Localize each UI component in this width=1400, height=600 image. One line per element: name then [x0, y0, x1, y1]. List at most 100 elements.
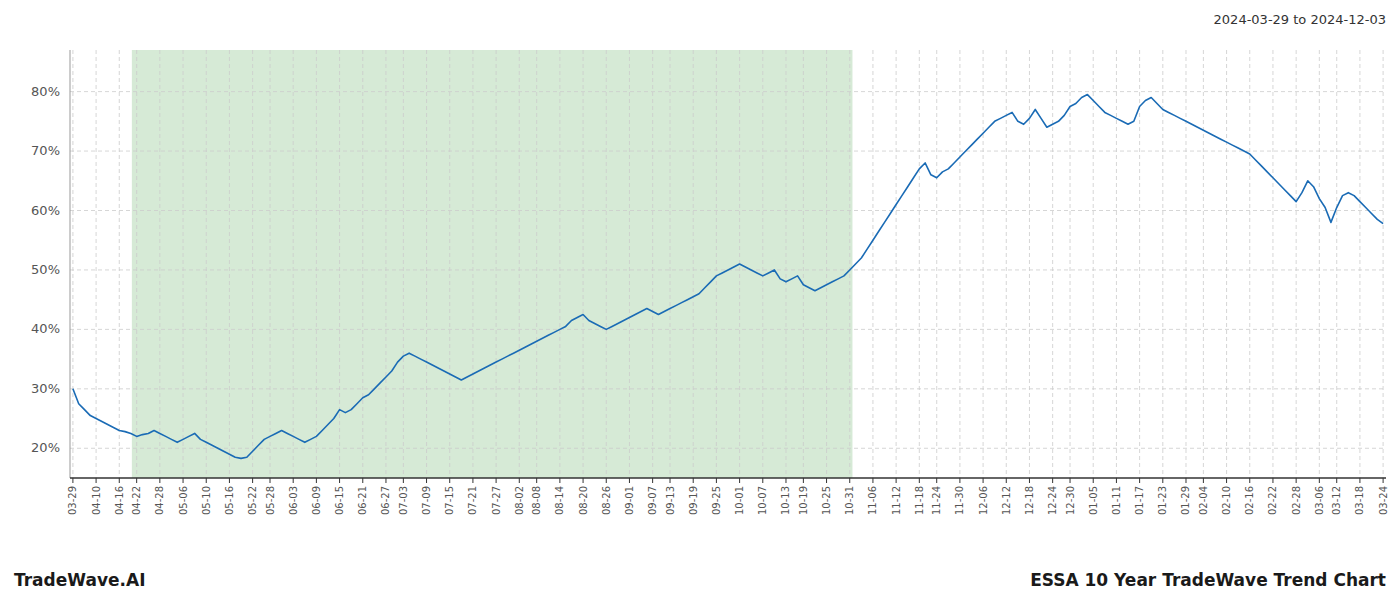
x-tick-label: 11-06 — [867, 486, 878, 515]
x-tick-label: 02-16 — [1244, 486, 1255, 515]
x-tick-label: 10-31 — [844, 486, 855, 515]
x-tick-label: 04-10 — [91, 486, 102, 515]
x-grid-line — [959, 50, 960, 478]
x-grid-line — [849, 50, 850, 478]
x-tick-label: 03-24 — [1378, 486, 1389, 515]
x-grid-line — [159, 50, 160, 478]
x-grid-line — [496, 50, 497, 478]
subtitle: 2024-03-29 to 2024-12-03 — [1214, 12, 1386, 27]
x-tick-label: 08-20 — [578, 486, 589, 515]
title: ESSA 10 Year TradeWave Trend Chart — [1030, 570, 1386, 590]
y-tick-label: 30% — [31, 381, 60, 396]
x-tick-label: 10-25 — [821, 486, 832, 515]
x-grid-line — [1006, 50, 1007, 478]
x-grid-line — [1029, 50, 1030, 478]
x-grid-line — [252, 50, 253, 478]
x-grid-line — [1359, 50, 1360, 478]
x-tick-label: 12-06 — [978, 486, 989, 515]
x-tick-label: 09-07 — [647, 486, 658, 515]
y-grid-line — [70, 151, 1386, 152]
x-grid-line — [583, 50, 584, 478]
x-grid-line — [270, 50, 271, 478]
x-grid-line — [519, 50, 520, 478]
x-tick-label: 04-22 — [131, 486, 142, 515]
x-grid-line — [426, 50, 427, 478]
y-axis: 20%30%40%50%60%70%80% — [31, 50, 70, 478]
shade-group — [132, 50, 853, 478]
x-tick-label: 10-07 — [757, 486, 768, 515]
x-grid-line — [1272, 50, 1273, 478]
x-grid-line — [693, 50, 694, 478]
x-grid-line — [403, 50, 404, 478]
y-tick-label: 60% — [31, 203, 60, 218]
x-tick-label: 07-15 — [444, 486, 455, 515]
chart: 20%30%40%50%60%70%80%03-2904-1004-1604-2… — [0, 0, 1400, 600]
x-tick-label: 11-18 — [914, 486, 925, 515]
x-tick-label: 09-13 — [665, 486, 676, 515]
x-tick-label: 12-30 — [1065, 486, 1076, 515]
x-grid-line — [1249, 50, 1250, 478]
x-grid-line — [559, 50, 560, 478]
x-grid-line — [1383, 50, 1384, 478]
x-grid-line — [606, 50, 607, 478]
x-grid-line — [919, 50, 920, 478]
x-axis: 03-2904-1004-1604-2204-2805-0605-1005-16… — [67, 478, 1388, 515]
x-grid-line — [1093, 50, 1094, 478]
x-grid-line — [385, 50, 386, 478]
y-grid-line — [70, 91, 1386, 92]
x-grid-line — [362, 50, 363, 478]
trend-line — [73, 95, 1383, 459]
x-tick-label: 08-02 — [514, 486, 525, 515]
x-grid-line — [72, 50, 73, 478]
x-tick-label: 03-12 — [1331, 486, 1342, 515]
x-tick-label: 01-05 — [1088, 486, 1099, 515]
x-grid-line — [803, 50, 804, 478]
x-tick-label: 03-18 — [1354, 486, 1365, 515]
x-tick-label: 06-09 — [311, 486, 322, 515]
x-tick-label: 03-29 — [67, 486, 78, 515]
x-tick-label: 05-16 — [224, 486, 235, 515]
x-tick-label: 11-30 — [954, 486, 965, 515]
y-grid-line — [70, 210, 1386, 211]
x-tick-label: 10-19 — [798, 486, 809, 515]
x-grid-line — [670, 50, 671, 478]
x-grid-line — [936, 50, 937, 478]
x-grid-line — [896, 50, 897, 478]
x-grid-line — [716, 50, 717, 478]
x-tick-label: 01-23 — [1157, 486, 1168, 515]
x-tick-label: 12-24 — [1047, 486, 1058, 515]
y-tick-label: 50% — [31, 262, 60, 277]
y-grid-line — [70, 388, 1386, 389]
annotation: TradeWave.AI — [14, 570, 145, 590]
x-tick-label: 07-21 — [467, 486, 478, 515]
shaded-region — [132, 50, 853, 478]
x-grid-line — [1336, 50, 1337, 478]
x-tick-label: 02-10 — [1221, 486, 1232, 515]
y-grid-line — [70, 448, 1386, 449]
x-grid-line — [293, 50, 294, 478]
x-grid-line — [229, 50, 230, 478]
x-tick-label: 03-06 — [1314, 486, 1325, 515]
x-tick-label: 01-29 — [1180, 486, 1191, 515]
x-tick-label: 08-14 — [554, 486, 565, 515]
x-grid-line — [536, 50, 537, 478]
x-grid-line — [1319, 50, 1320, 478]
x-grid-line — [983, 50, 984, 478]
x-grid-line — [1226, 50, 1227, 478]
x-tick-label: 12-12 — [1001, 486, 1012, 515]
x-tick-label: 10-01 — [734, 486, 745, 515]
x-tick-label: 04-16 — [114, 486, 125, 515]
x-tick-label: 11-24 — [931, 486, 942, 515]
x-tick-label: 07-09 — [421, 486, 432, 515]
x-tick-label: 07-03 — [398, 486, 409, 515]
x-tick-label: 01-17 — [1134, 486, 1145, 515]
x-grid-line — [872, 50, 873, 478]
x-grid-line — [762, 50, 763, 478]
x-tick-label: 09-25 — [711, 486, 722, 515]
x-tick-label: 11-12 — [891, 486, 902, 515]
x-tick-label: 06-15 — [334, 486, 345, 515]
x-tick-label: 12-18 — [1024, 486, 1035, 515]
x-grid-line — [629, 50, 630, 478]
x-grid-line — [183, 50, 184, 478]
x-grid-line — [472, 50, 473, 478]
